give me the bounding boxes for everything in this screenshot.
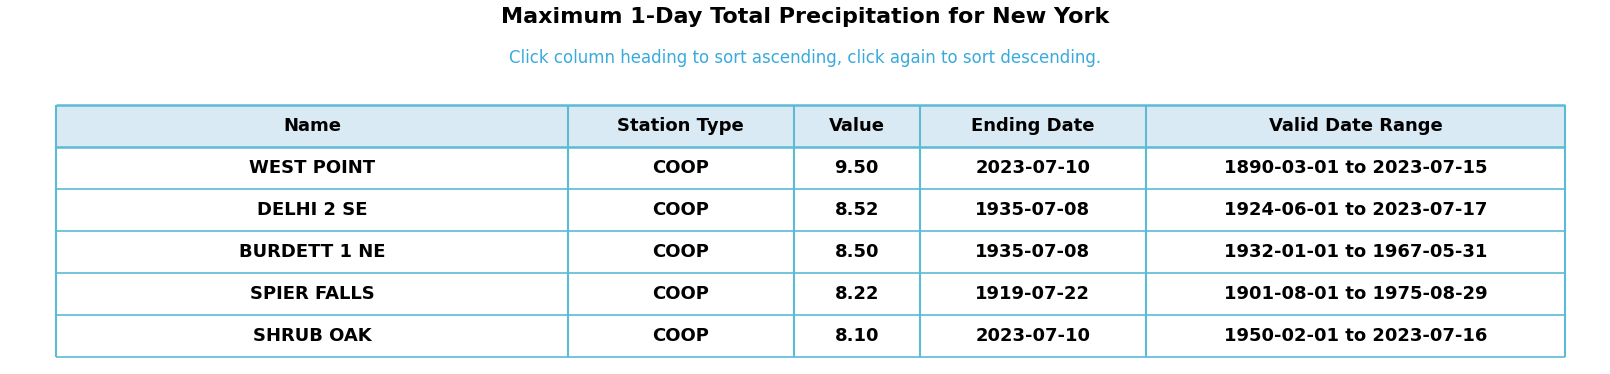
Text: 1924-06-01 to 2023-07-17: 1924-06-01 to 2023-07-17 bbox=[1224, 201, 1488, 219]
Bar bbox=[56, 147, 1565, 189]
Text: 8.50: 8.50 bbox=[834, 243, 879, 261]
Text: 9.50: 9.50 bbox=[834, 159, 879, 177]
Text: 1919-07-22: 1919-07-22 bbox=[976, 285, 1090, 303]
Text: COOP: COOP bbox=[652, 159, 708, 177]
Text: 8.10: 8.10 bbox=[834, 327, 879, 345]
Text: COOP: COOP bbox=[652, 243, 708, 261]
Text: 2023-07-10: 2023-07-10 bbox=[976, 159, 1090, 177]
Text: BURDETT 1 NE: BURDETT 1 NE bbox=[238, 243, 385, 261]
Text: SHRUB OAK: SHRUB OAK bbox=[253, 327, 372, 345]
Text: SPIER FALLS: SPIER FALLS bbox=[250, 285, 375, 303]
Text: 1935-07-08: 1935-07-08 bbox=[976, 243, 1090, 261]
Text: COOP: COOP bbox=[652, 201, 708, 219]
Text: Ending Date: Ending Date bbox=[971, 117, 1095, 135]
Text: COOP: COOP bbox=[652, 327, 708, 345]
Text: 1950-02-01 to 2023-07-16: 1950-02-01 to 2023-07-16 bbox=[1224, 327, 1488, 345]
Text: Value: Value bbox=[829, 117, 886, 135]
Text: 8.52: 8.52 bbox=[834, 201, 879, 219]
Text: Maximum 1-Day Total Precipitation for New York: Maximum 1-Day Total Precipitation for Ne… bbox=[501, 7, 1109, 27]
Text: 8.22: 8.22 bbox=[834, 285, 879, 303]
Text: Station Type: Station Type bbox=[617, 117, 744, 135]
Text: Click column heading to sort ascending, click again to sort descending.: Click column heading to sort ascending, … bbox=[509, 49, 1101, 67]
Bar bbox=[56, 231, 1565, 273]
Text: 1890-03-01 to 2023-07-15: 1890-03-01 to 2023-07-15 bbox=[1224, 159, 1488, 177]
Text: COOP: COOP bbox=[652, 285, 708, 303]
Text: Valid Date Range: Valid Date Range bbox=[1269, 117, 1443, 135]
Text: 1935-07-08: 1935-07-08 bbox=[976, 201, 1090, 219]
Text: 2023-07-10: 2023-07-10 bbox=[976, 327, 1090, 345]
Text: 1901-08-01 to 1975-08-29: 1901-08-01 to 1975-08-29 bbox=[1224, 285, 1488, 303]
Bar bbox=[56, 105, 1565, 147]
Bar bbox=[56, 189, 1565, 231]
Text: Name: Name bbox=[283, 117, 341, 135]
Bar bbox=[56, 273, 1565, 315]
Text: WEST POINT: WEST POINT bbox=[250, 159, 375, 177]
Bar bbox=[56, 315, 1565, 357]
Text: 1932-01-01 to 1967-05-31: 1932-01-01 to 1967-05-31 bbox=[1224, 243, 1488, 261]
Text: DELHI 2 SE: DELHI 2 SE bbox=[256, 201, 367, 219]
